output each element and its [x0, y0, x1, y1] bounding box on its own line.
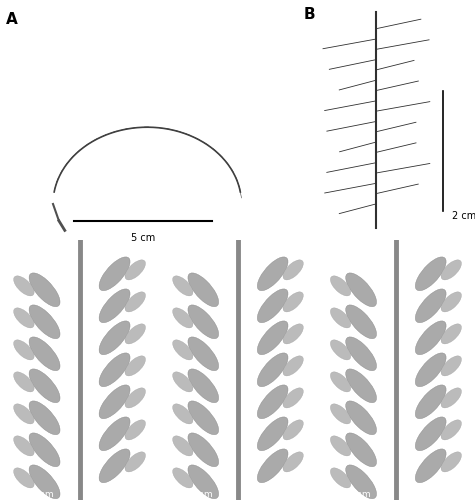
Ellipse shape — [330, 436, 351, 456]
Ellipse shape — [125, 356, 145, 376]
Ellipse shape — [14, 308, 34, 328]
Ellipse shape — [415, 321, 446, 354]
Ellipse shape — [125, 260, 145, 280]
Ellipse shape — [346, 273, 377, 306]
Ellipse shape — [172, 436, 193, 456]
Ellipse shape — [188, 465, 219, 498]
Ellipse shape — [99, 417, 130, 450]
Ellipse shape — [188, 401, 219, 434]
Ellipse shape — [346, 465, 377, 498]
Ellipse shape — [283, 292, 304, 312]
Ellipse shape — [99, 385, 130, 418]
Ellipse shape — [172, 372, 193, 392]
Ellipse shape — [172, 340, 193, 360]
Ellipse shape — [441, 388, 462, 408]
Text: A: A — [6, 12, 18, 27]
Text: 5 cm: 5 cm — [131, 233, 155, 243]
Ellipse shape — [415, 353, 446, 386]
Ellipse shape — [29, 401, 60, 434]
Ellipse shape — [346, 401, 377, 434]
Text: 0.2 mm: 0.2 mm — [336, 490, 370, 498]
Ellipse shape — [415, 385, 446, 418]
Ellipse shape — [283, 420, 304, 440]
Ellipse shape — [99, 353, 130, 386]
Ellipse shape — [415, 257, 446, 290]
Ellipse shape — [441, 292, 462, 312]
Ellipse shape — [441, 324, 462, 344]
Ellipse shape — [99, 449, 130, 482]
Ellipse shape — [125, 388, 145, 408]
Ellipse shape — [188, 337, 219, 370]
Ellipse shape — [14, 276, 34, 296]
Ellipse shape — [257, 417, 288, 450]
Ellipse shape — [441, 420, 462, 440]
Ellipse shape — [330, 468, 351, 488]
Ellipse shape — [172, 276, 193, 296]
Ellipse shape — [257, 449, 288, 482]
Ellipse shape — [330, 308, 351, 328]
Ellipse shape — [29, 369, 60, 402]
Ellipse shape — [257, 289, 288, 322]
Ellipse shape — [14, 340, 34, 360]
Ellipse shape — [172, 308, 193, 328]
Ellipse shape — [257, 353, 288, 386]
Ellipse shape — [283, 356, 304, 376]
Ellipse shape — [283, 452, 304, 472]
Ellipse shape — [330, 372, 351, 392]
Ellipse shape — [346, 433, 377, 466]
Ellipse shape — [346, 369, 377, 402]
Text: 0.2 mm: 0.2 mm — [178, 490, 213, 498]
Text: B: B — [304, 7, 315, 22]
Ellipse shape — [346, 337, 377, 370]
Ellipse shape — [441, 452, 462, 472]
Ellipse shape — [14, 372, 34, 392]
Ellipse shape — [257, 321, 288, 354]
Ellipse shape — [125, 324, 145, 344]
Ellipse shape — [125, 420, 145, 440]
Ellipse shape — [330, 276, 351, 296]
Text: 0.2 mm: 0.2 mm — [19, 490, 54, 498]
Ellipse shape — [29, 337, 60, 370]
Ellipse shape — [14, 436, 34, 456]
Ellipse shape — [415, 449, 446, 482]
Ellipse shape — [330, 404, 351, 424]
Ellipse shape — [346, 305, 377, 338]
Ellipse shape — [125, 452, 145, 472]
Ellipse shape — [99, 289, 130, 322]
Text: C: C — [6, 248, 18, 263]
Ellipse shape — [188, 273, 219, 306]
Ellipse shape — [188, 305, 219, 338]
Ellipse shape — [172, 468, 193, 488]
Ellipse shape — [441, 356, 462, 376]
Ellipse shape — [188, 433, 219, 466]
Ellipse shape — [29, 433, 60, 466]
Ellipse shape — [415, 289, 446, 322]
Text: 2 cm: 2 cm — [452, 211, 475, 221]
Ellipse shape — [257, 257, 288, 290]
Ellipse shape — [29, 305, 60, 338]
Ellipse shape — [283, 324, 304, 344]
Ellipse shape — [99, 321, 130, 354]
Ellipse shape — [283, 388, 304, 408]
Ellipse shape — [283, 260, 304, 280]
Ellipse shape — [441, 260, 462, 280]
Ellipse shape — [14, 404, 34, 424]
Ellipse shape — [415, 417, 446, 450]
Ellipse shape — [14, 468, 34, 488]
Ellipse shape — [99, 257, 130, 290]
Ellipse shape — [257, 385, 288, 418]
Ellipse shape — [172, 404, 193, 424]
Ellipse shape — [125, 292, 145, 312]
Ellipse shape — [188, 369, 219, 402]
Ellipse shape — [29, 273, 60, 306]
Ellipse shape — [330, 340, 351, 360]
Ellipse shape — [29, 465, 60, 498]
